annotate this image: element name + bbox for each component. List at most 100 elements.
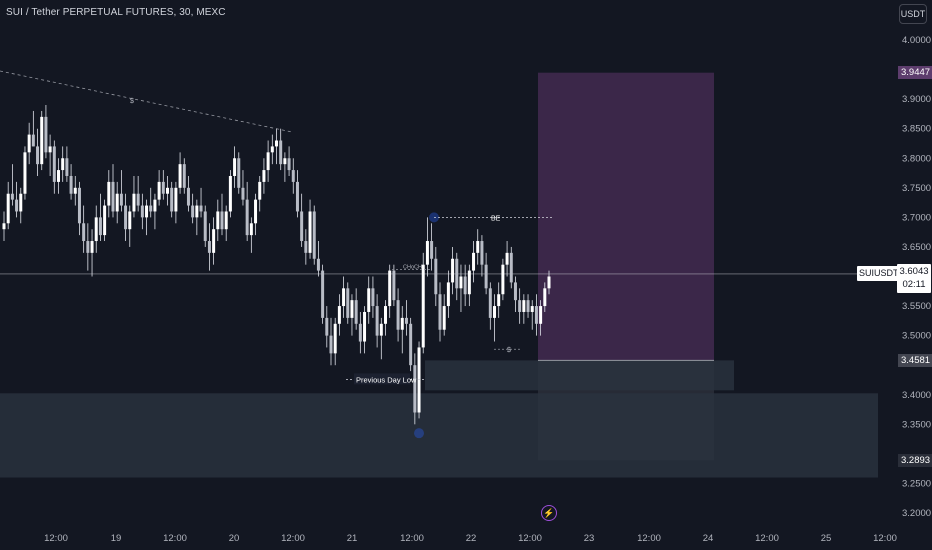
candle-body [207,241,211,253]
candle-body [44,116,48,153]
candle [337,294,341,336]
bar-countdown: 02:11 [902,279,926,290]
candle-body [48,146,52,153]
candle [245,181,249,242]
candle [19,187,23,224]
candle [170,181,174,218]
candle [539,300,543,336]
candle [111,164,115,218]
candle [329,317,333,366]
candle-body [73,187,77,194]
demand-zone-lower [0,393,878,478]
candle [304,229,308,265]
candle-body [497,294,501,307]
lightning-icon[interactable]: ⚡ [541,505,557,521]
candle-body [480,241,484,265]
candle-body [283,158,287,165]
candle-body [241,187,245,200]
candle [216,199,220,242]
target-price-tag: 3.9447 [898,66,932,79]
candle-body [31,134,35,147]
candle [258,175,262,212]
candle [476,229,480,265]
entry-price-tag: 3.4581 [898,354,932,367]
candle [434,246,438,307]
candle [467,264,471,307]
candle-body [518,300,522,312]
candle-body [384,306,387,324]
candle [69,164,73,200]
x-tick-label: 12:00 [163,533,187,544]
candle-body [337,306,341,324]
trend-line [0,70,293,133]
x-tick-label: 24 [703,533,714,544]
candle-body [404,317,408,324]
candle-body [321,270,325,318]
y-tick-label: 3.3500 [902,419,931,430]
y-tick-label: 3.2500 [902,478,931,489]
x-tick-label: 12:00 [637,533,661,544]
y-tick-label: 4.0000 [902,35,931,46]
candle-body [224,211,228,230]
candle-body [392,270,396,301]
candle [442,294,446,336]
candle [270,134,274,165]
candle [77,181,81,236]
x-tick-label: 12:00 [400,533,424,544]
candle [178,152,182,194]
candle-body [23,152,27,194]
candle [136,175,140,212]
candle-body [539,306,543,324]
candle [207,223,211,271]
candle-body [354,300,358,324]
candle [228,170,232,218]
candle [15,181,19,218]
candle-body [153,199,157,212]
candle-body [325,317,329,336]
candle-body [388,270,392,307]
candle [518,288,522,324]
candle-body [308,211,312,253]
candle [396,288,400,342]
candle-body [115,193,119,212]
x-tick-label: 25 [821,533,832,544]
candle-body [77,187,81,224]
chart-title[interactable]: SUI / Tether PERPETUAL FUTURES, 30, MEXC [6,7,226,18]
candle [421,252,425,354]
candle [371,276,375,318]
candle [530,300,534,330]
x-tick-label: 12:00 [873,533,897,544]
candle-body [367,288,371,312]
candle [392,264,396,307]
candle-body [191,205,195,218]
candle [497,282,501,318]
candle [388,264,392,318]
candle [358,311,362,354]
prev-day-low-label: Previous Day Low [356,375,417,384]
y-tick-label: 3.7500 [902,183,931,194]
candle-body [534,306,538,324]
currency-button[interactable]: USDT [899,4,927,24]
candle-body [195,205,199,218]
candle [61,146,65,182]
candle-body [132,193,136,212]
candle [86,223,90,271]
candle [379,317,383,360]
candle-body [530,306,534,312]
candle [103,199,107,242]
candle-body [287,158,291,171]
profit-zone [538,72,714,361]
candle-body [300,211,304,242]
candle [505,241,509,277]
candle [94,205,98,253]
symbol-label: SUIUSDT.P [857,266,909,281]
candle-body [493,306,496,318]
candle-body [61,158,65,171]
candle [417,341,421,419]
candle [36,128,40,176]
candle [82,205,86,253]
candle [6,181,10,230]
candle [279,128,283,171]
candle-body [425,241,429,265]
